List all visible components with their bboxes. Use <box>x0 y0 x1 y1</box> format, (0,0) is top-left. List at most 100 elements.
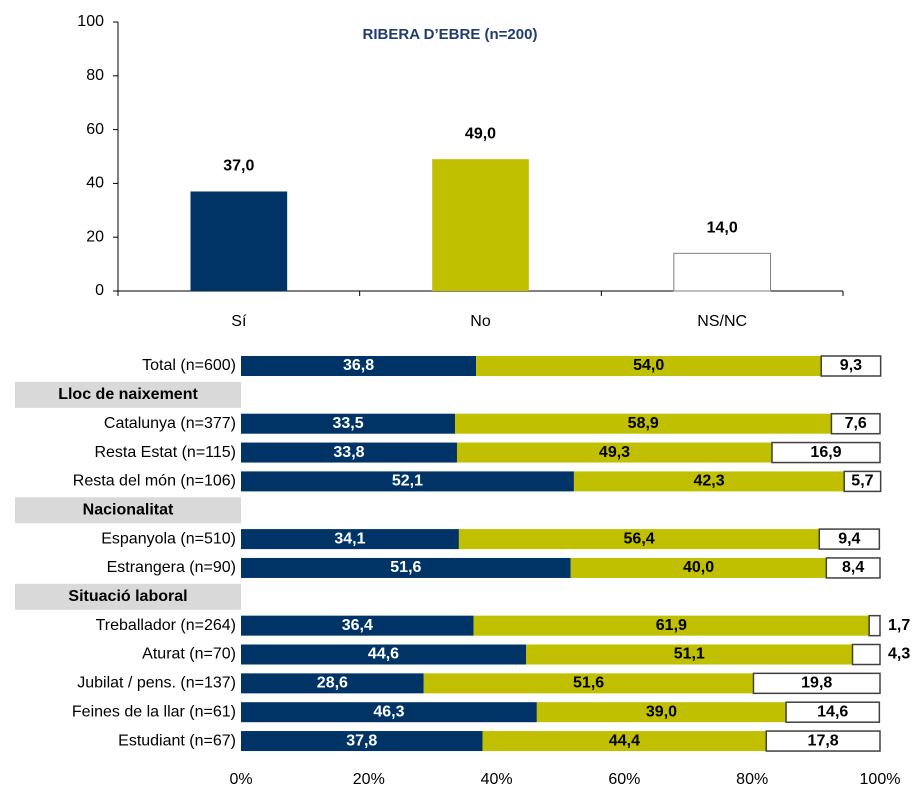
x-tick-label: 40% <box>481 771 513 788</box>
chart-title: RIBERA D’EBRE (n=200) <box>363 26 538 43</box>
value-label: 51,1 <box>674 646 705 663</box>
x-tick-label: Sí <box>231 313 247 330</box>
y-tick-label: 20 <box>86 228 104 245</box>
y-tick-label: Estudiant (n=67) <box>118 732 236 749</box>
bar-segment <box>482 731 767 752</box>
value-label: 17,8 <box>808 732 839 749</box>
value-label: 52,1 <box>392 473 423 490</box>
bar-segment <box>241 413 456 434</box>
group-header-box <box>15 497 241 524</box>
bar-segment <box>765 730 881 752</box>
value-label: 51,6 <box>573 675 604 692</box>
value-label: 54,0 <box>633 357 664 374</box>
y-tick-label: Catalunya (n=377) <box>104 415 236 432</box>
value-label: 61,9 <box>656 617 687 634</box>
bar-segment <box>473 615 870 636</box>
value-label: 39,0 <box>646 703 677 720</box>
x-tick-label: 100% <box>860 771 901 788</box>
bar-segment <box>241 673 424 694</box>
bar <box>673 252 771 292</box>
value-label: 44,4 <box>609 732 640 749</box>
value-label: 5,7 <box>851 473 873 490</box>
y-tick-label: Espanyola (n=510) <box>101 530 236 547</box>
group-header-box <box>15 381 241 408</box>
bar-segment <box>476 356 822 376</box>
bar-segment <box>241 644 526 665</box>
bar-segment <box>536 702 787 723</box>
value-label: 37,8 <box>346 732 377 749</box>
bar-segment <box>752 672 881 695</box>
value-label: 49,0 <box>465 125 496 142</box>
value-label: 9,3 <box>840 357 862 374</box>
bar-segment <box>455 413 832 434</box>
y-tick-label: 60 <box>86 121 104 138</box>
bar-segment <box>241 615 474 636</box>
value-label: 34,1 <box>334 530 365 547</box>
value-label: 44,6 <box>368 646 399 663</box>
value-label: 4,3 <box>888 646 910 663</box>
bar-segment <box>851 643 881 666</box>
y-tick-label: Treballador (n=264) <box>96 617 236 634</box>
y-tick-label: Jubilat / pens. (n=137) <box>77 675 236 692</box>
bar-segment <box>525 644 853 665</box>
y-tick-label: 80 <box>86 67 104 84</box>
value-label: 36,4 <box>342 617 373 634</box>
value-label: 8,4 <box>842 559 864 576</box>
bar-segment <box>825 557 881 579</box>
bar-segment <box>570 557 827 578</box>
value-label: 7,6 <box>845 415 867 432</box>
bar-segment <box>241 702 537 723</box>
y-tick-label: Feines de la llar (n=61) <box>72 703 236 720</box>
value-label: 56,4 <box>624 530 655 547</box>
bar-segment <box>241 731 483 752</box>
bar-segment <box>241 529 459 550</box>
y-tick-label: Resta del món (n=106) <box>73 473 236 490</box>
y-tick-label: 0 <box>95 282 104 299</box>
value-label: 36,8 <box>343 357 374 374</box>
bar-segment <box>830 412 881 435</box>
value-label: 14,6 <box>817 703 848 720</box>
bar-segment <box>785 701 881 723</box>
bar-segment <box>241 356 477 376</box>
x-tick-label: NS/NC <box>697 313 747 330</box>
bar <box>190 191 288 291</box>
bar-segment <box>241 442 457 463</box>
bar-segment <box>868 614 881 637</box>
value-label: 14,0 <box>707 220 738 237</box>
group-header: Nacionalitat <box>83 501 174 518</box>
x-tick-label: 0% <box>229 771 252 788</box>
value-label: 19,8 <box>801 675 832 692</box>
value-label: 58,9 <box>628 415 659 432</box>
x-tick-label: 80% <box>736 771 768 788</box>
y-tick-label: 40 <box>86 175 104 192</box>
bar-segment <box>818 528 881 550</box>
bar-segment <box>573 471 845 492</box>
bar-segment <box>843 470 882 493</box>
y-tick-label: Total (n=600) <box>142 357 236 374</box>
x-tick-label: 60% <box>608 771 640 788</box>
value-label: 28,6 <box>317 675 348 692</box>
value-label: 1,7 <box>888 617 910 634</box>
value-label: 9,4 <box>838 530 860 547</box>
x-tick-label: No <box>470 313 491 330</box>
value-label: 33,8 <box>333 444 364 461</box>
value-label: 46,3 <box>373 703 404 720</box>
bar <box>432 159 529 291</box>
y-tick-label: Resta Estat (n=115) <box>94 444 236 461</box>
bar-segment <box>458 529 820 550</box>
bar-segment <box>423 673 754 694</box>
bar-segment <box>241 557 571 578</box>
value-label: 51,6 <box>390 559 421 576</box>
y-tick-label: Aturat (n=70) <box>142 646 236 663</box>
value-label: 49,3 <box>599 444 630 461</box>
group-header-box <box>15 583 241 610</box>
x-tick-label: 20% <box>353 771 385 788</box>
value-label: 40,0 <box>683 559 714 576</box>
group-header: Lloc de naixement <box>58 386 198 403</box>
value-label: 16,9 <box>810 444 841 461</box>
group-header: Situació laboral <box>68 588 187 605</box>
bar-segment <box>820 355 882 377</box>
bar-segment <box>241 471 574 492</box>
bar-segment <box>771 441 881 464</box>
